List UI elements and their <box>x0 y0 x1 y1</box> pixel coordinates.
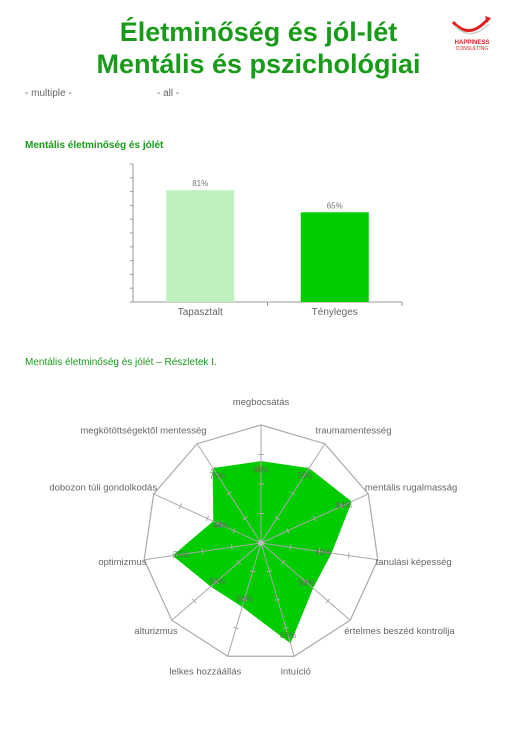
radar-grid-tick <box>226 491 232 496</box>
logo-swoosh-shadow-icon <box>454 23 490 35</box>
logo-text-2: CONSULTING <box>456 46 489 52</box>
radar-grid-tick <box>236 559 242 565</box>
radar-grid-tick <box>306 466 312 471</box>
radar-category-label: dobozon túli gondolkodás <box>49 482 157 493</box>
radar-category-label: optimizmus <box>98 557 146 568</box>
radar-grid-tick <box>205 515 210 522</box>
bar-value-label: 81% <box>192 179 208 188</box>
radar-value-label: 58% <box>299 579 315 588</box>
radar-value-label: 56% <box>209 577 225 586</box>
radar-category-label: mentális rugalmasság <box>365 482 457 493</box>
bar-category-label: Tapasztalt <box>178 307 223 318</box>
radar-chart: 69% 75% 84% 60% 58% 88% 56% 56% 75% 44% 75% megbocs… <box>49 397 457 678</box>
radar-value-label: 69% <box>253 466 269 475</box>
radar-category-label: tanulási képesség <box>376 557 452 568</box>
radar-category-label: lelkes hozzáállás <box>169 667 241 678</box>
page-title-line-2: Mentális és pszichológiai <box>96 49 421 79</box>
radar-grid-tick <box>230 544 233 551</box>
page-title-line-1: Életminőség és jól-lét <box>119 17 398 47</box>
radar-value-label: 75% <box>209 471 225 480</box>
radar-data-area <box>172 461 352 644</box>
radar-grid-tick <box>282 626 289 630</box>
happiness-consulting-logo: HAPPINESS CONSULTING <box>451 16 491 52</box>
radar-category-label: intuíció <box>281 667 311 678</box>
radar-grid-tick <box>178 503 183 510</box>
radar-category-label: alturizmus <box>134 626 178 637</box>
radar-grid-tick <box>201 548 204 555</box>
radar-grid-tick <box>312 515 317 522</box>
radar-value-label: 56% <box>237 595 253 604</box>
radar-category-label: megkötöttségektől mentesség <box>80 425 206 436</box>
radar-grid-tick <box>339 503 344 510</box>
radar-grid-tick <box>249 569 256 573</box>
bar-value-label: 65% <box>327 201 343 210</box>
radar-category-label: traumamentesség <box>315 425 391 436</box>
bar-chart-title: Mentális életminőség és jólét <box>25 140 164 151</box>
radar-outer-grid <box>143 424 379 657</box>
radar-value-label: 84% <box>336 501 352 510</box>
radar-grid-tick <box>325 598 331 604</box>
logo-arrow-icon <box>485 16 491 23</box>
radar-value-label: 44% <box>213 521 229 530</box>
radar-grid-tick <box>290 491 296 496</box>
filter-all[interactable]: - all - <box>157 88 180 99</box>
logo-swoosh-icon <box>451 18 489 32</box>
radar-grid-tick <box>303 579 308 585</box>
radar-grid-tick <box>232 527 236 534</box>
radar-grid-tick <box>210 466 216 471</box>
radar-grid-tick <box>242 516 248 521</box>
radar-value-label: 60% <box>315 548 331 557</box>
radar-grid-tick <box>318 548 321 555</box>
radar-grid-tick <box>274 598 281 601</box>
radar-grid-tick <box>266 569 273 573</box>
radar-grid-tick <box>289 544 292 551</box>
radar-value-label: 75% <box>173 550 189 559</box>
radar-grid-tick <box>347 552 350 559</box>
filter-multiple[interactable]: - multiple - <box>25 88 72 99</box>
radar-category-label: értelmes beszéd kontrollja <box>344 626 455 637</box>
bar-2 <box>300 212 369 302</box>
radar-center-dot <box>258 540 264 546</box>
bar-chart: 81% Tapasztalt 65% Tényleges <box>130 163 403 318</box>
radar-grid-tick <box>241 598 248 601</box>
radar-grid-tick <box>274 516 280 521</box>
radar-grid-tick <box>280 559 286 565</box>
radar-grid-tick <box>286 527 290 534</box>
bar-category-label: Tényleges <box>312 307 358 318</box>
bar-1 <box>166 190 235 302</box>
radar-value-label: 88% <box>280 631 296 640</box>
radar-chart-title: Mentális életminőség és jólét – Részlete… <box>25 357 217 367</box>
radar-grid-tick <box>214 579 219 585</box>
radar-value-label: 75% <box>297 471 313 480</box>
logo-text-1: HAPPINESS <box>455 40 490 46</box>
radar-grid-tick <box>233 626 240 630</box>
radar-category-label: megbocsátás <box>233 397 290 408</box>
radar-grid-tick <box>191 598 197 604</box>
radar-grid-tick <box>172 552 175 559</box>
